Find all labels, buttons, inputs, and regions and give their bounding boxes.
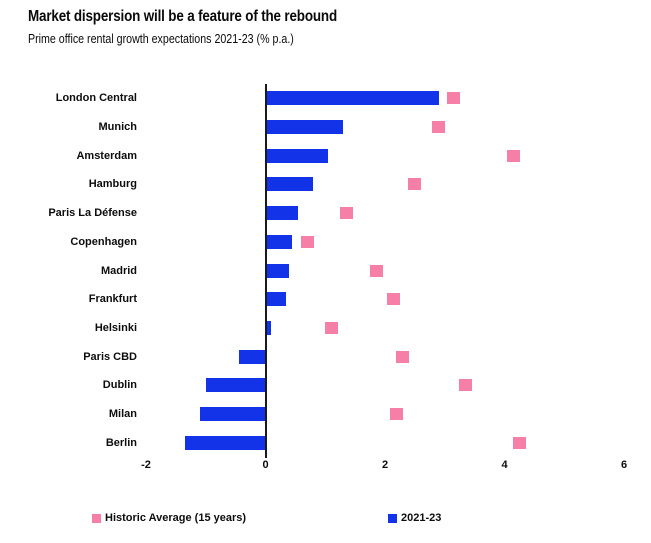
bar-2021-23 xyxy=(265,91,439,106)
marker-historic-average xyxy=(339,207,353,220)
category-label: Berlin xyxy=(105,436,137,449)
bar-2021-23 xyxy=(265,263,290,278)
marker-historic-average xyxy=(408,178,422,191)
x-tick-label: 0 xyxy=(262,459,269,471)
x-tick-label: 6 xyxy=(620,459,628,471)
marker-historic-average xyxy=(512,436,526,449)
x-tick-label: -2 xyxy=(141,459,151,471)
legend-label: Historic Average (15 years) xyxy=(105,512,247,524)
category-label: London Central xyxy=(55,92,137,105)
category-label: Paris La Défense xyxy=(48,207,137,220)
bar-2021-23 xyxy=(265,148,329,163)
category-label: Helsinki xyxy=(94,321,137,334)
chart-subtitle: Prime office rental growth expectations … xyxy=(28,31,294,46)
marker-historic-average xyxy=(324,321,338,334)
x-tick-label: 4 xyxy=(501,459,508,471)
bar-2021-23 xyxy=(265,206,299,221)
marker-historic-average xyxy=(390,407,404,420)
category-label: Copenhagen xyxy=(70,235,137,248)
bar-2021-23 xyxy=(265,120,344,135)
marker-historic-average xyxy=(369,264,383,277)
category-label: Milan xyxy=(108,407,137,420)
category-label: Dublin xyxy=(102,379,137,392)
marker-historic-average xyxy=(459,379,473,392)
marker-historic-average xyxy=(387,293,401,306)
bar-2021-23 xyxy=(205,378,266,393)
zero-axis-line xyxy=(264,84,267,458)
legend-swatch xyxy=(388,514,397,523)
bar-2021-23 xyxy=(184,435,266,450)
legend-label: 2021-23 xyxy=(401,512,442,524)
bar-2021-23 xyxy=(199,406,266,421)
marker-historic-average xyxy=(300,235,314,248)
category-label: Paris CBD xyxy=(83,350,137,363)
category-label: Frankfurt xyxy=(88,293,137,306)
bar-2021-23 xyxy=(265,320,272,335)
category-label: Amsterdam xyxy=(76,149,137,162)
marker-historic-average xyxy=(432,121,446,134)
category-label: Madrid xyxy=(100,264,137,277)
marker-historic-average xyxy=(396,350,410,363)
bar-2021-23 xyxy=(265,234,293,249)
x-tick-label: 2 xyxy=(381,459,389,471)
bar-2021-23 xyxy=(265,292,287,307)
bar-2021-23 xyxy=(238,349,266,364)
marker-historic-average xyxy=(447,92,461,105)
bar-2021-23 xyxy=(265,177,314,192)
legend-swatch xyxy=(92,514,101,523)
category-label: Munich xyxy=(98,121,138,134)
chart-title: Market dispersion will be a feature of t… xyxy=(28,8,338,25)
category-label: Hamburg xyxy=(88,178,137,191)
marker-historic-average xyxy=(506,149,520,162)
